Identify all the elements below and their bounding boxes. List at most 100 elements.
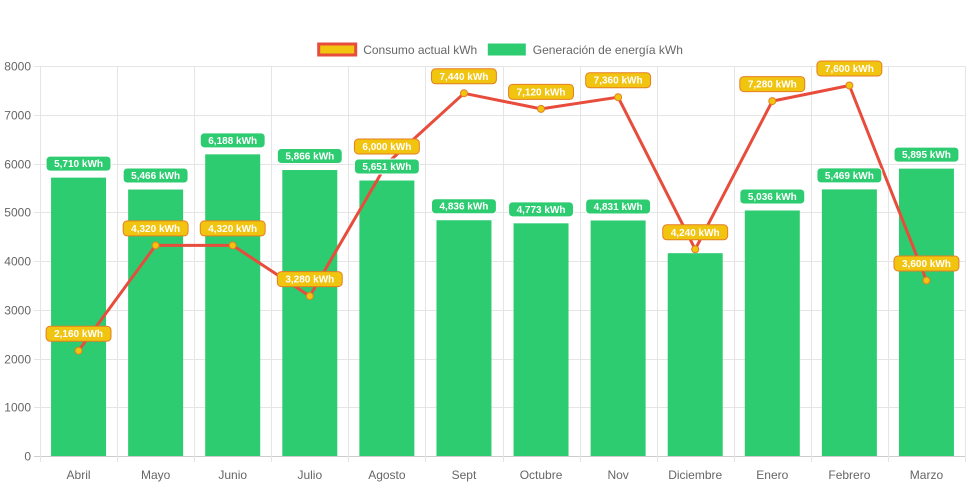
legend-label: Generación de energía kWh: [533, 43, 683, 57]
y-tick-label: 6000: [4, 158, 31, 172]
bar-label-enero-bg: [739, 188, 806, 205]
bar-label-junio: 6,188 kWh: [208, 136, 257, 147]
bar-agosto: [359, 180, 415, 457]
x-tick-label: Mayo: [141, 468, 171, 482]
x-tick-label: Agosto: [368, 468, 406, 482]
y-axis: 0 1000 2000 3000 4000 5000 6000 7000 8000: [4, 60, 31, 464]
line-label-junio: 4,320 kWh: [208, 224, 257, 235]
legend: Consumo actual kWh Generación de energía …: [317, 42, 683, 57]
legend-item-consumo-actual-kwh[interactable]: Consumo actual kWh: [317, 42, 478, 57]
y-tick-label: 2000: [4, 353, 31, 367]
bar-label-abril: 5,710 kWh: [54, 159, 103, 170]
consumo-line: [77, 84, 928, 352]
x-tick-label: Febrero: [828, 468, 870, 482]
bar-febrero: [821, 189, 877, 457]
bar-label-nov-bg: [585, 198, 652, 215]
legend-swatch: [317, 42, 358, 57]
line-point-abril: [74, 346, 83, 355]
bar-diciembre: [667, 253, 723, 456]
line-point-mayo: [151, 241, 160, 250]
bar-label-mayo: 5,466 kWh: [131, 171, 180, 182]
bar-label-sept-bg: [431, 198, 497, 215]
line-series: [74, 81, 931, 355]
line-point-diciembre: [691, 245, 700, 254]
line-label-diciembre-bg: [662, 224, 729, 241]
line-label-agosto: 6,000 kWh: [362, 142, 411, 153]
bar-abril: [51, 177, 107, 456]
bar-label-febrero: 5,469 kWh: [825, 171, 874, 182]
line-label-octubre: 7,120 kWh: [517, 87, 566, 98]
y-tick-label: 8000: [4, 60, 31, 74]
bar-label-abril-bg: [45, 155, 112, 172]
bar-label-marzo: 5,895 kWh: [902, 150, 951, 161]
x-tick-label: Sept: [452, 468, 477, 482]
bar-junio: [205, 154, 261, 456]
bar-series: [51, 154, 954, 457]
y-tick-label: 0: [24, 450, 31, 464]
line-label-enero: 7,280 kWh: [748, 80, 797, 91]
line-label-marzo: 3,600 kWh: [902, 259, 951, 270]
grid: [34, 66, 966, 462]
legend-label: Consumo actual kWh: [363, 43, 477, 57]
line-point-sept: [459, 89, 468, 98]
bar-nov: [590, 220, 646, 456]
line-point-enero: [768, 97, 777, 106]
bar-label-mayo-bg: [122, 167, 189, 184]
y-tick-label: 4000: [4, 255, 31, 269]
line-label-marzo-bg: [893, 255, 960, 272]
bar-label-octubre: 4,773 kWh: [517, 205, 566, 216]
bar-data-labels: 5,710 kWh 5,466 kWh 6,188 kWh 5,866 kWh 5,65…: [45, 132, 960, 218]
y-tick-label: 1000: [4, 401, 31, 415]
line-data-labels: 2,160 kWh 4,320 kWh 4,320 kWh 3,280 kWh 6,00…: [45, 60, 960, 342]
x-axis: Abril Mayo Junio Julio Agosto Sept Octubre Nov D…: [67, 468, 944, 482]
bar-label-octubre-bg: [508, 201, 574, 218]
line-label-abril-bg: [45, 325, 112, 342]
x-tick-label: Julio: [297, 468, 322, 482]
line-label-diciembre: 4,240 kWh: [671, 228, 720, 239]
line-point-octubre: [537, 104, 546, 113]
x-tick-label: Enero: [756, 468, 788, 482]
line-label-mayo-bg: [122, 220, 189, 237]
line-point-febrero: [845, 81, 854, 90]
legend-item-generacion-de-energia-kwh[interactable]: Generación de energía kWh: [487, 43, 683, 57]
bar-label-sept: 4,836 kWh: [439, 202, 488, 213]
bar-label-junio-bg: [199, 132, 266, 149]
y-tick-label: 3000: [4, 304, 31, 318]
y-tick-label: 5000: [4, 206, 31, 220]
x-tick-label: Octubre: [520, 468, 563, 482]
line-label-agosto-bg: [353, 138, 420, 155]
line-label-sept-bg: [431, 68, 497, 85]
line-label-febrero-bg: [816, 60, 883, 77]
y-tick-label: 7000: [4, 109, 31, 123]
line-point-marzo: [922, 276, 931, 285]
line-label-abril: 2,160 kWh: [54, 329, 103, 340]
line-label-nov: 7,360 kWh: [594, 76, 643, 87]
line-label-julio-bg: [276, 271, 343, 288]
line-label-nov-bg: [585, 72, 652, 89]
line-label-junio-bg: [199, 220, 266, 237]
line-label-febrero: 7,600 kWh: [825, 64, 874, 75]
bar-sept: [436, 220, 492, 456]
legend-swatch: [487, 43, 526, 56]
line-point-julio: [305, 292, 314, 301]
x-tick-label: Marzo: [910, 468, 944, 482]
bar-label-agosto: 5,651 kWh: [362, 162, 411, 173]
bar-label-agosto-bg: [353, 158, 420, 175]
bar-label-julio: 5,866 kWh: [285, 152, 334, 163]
line-label-julio: 3,280 kWh: [285, 275, 334, 286]
x-tick-label: Abril: [67, 468, 91, 482]
bar-octubre: [513, 223, 569, 456]
line-point-nov: [614, 93, 623, 102]
line-label-mayo: 4,320 kWh: [131, 224, 180, 235]
line-label-octubre-bg: [508, 83, 574, 100]
bar-label-febrero-bg: [816, 167, 883, 184]
bar-label-marzo-bg: [893, 146, 960, 163]
bar-label-julio-bg: [276, 148, 343, 165]
line-label-sept: 7,440 kWh: [439, 72, 488, 83]
line-point-junio: [228, 241, 237, 250]
x-tick-label: Nov: [607, 468, 628, 482]
x-tick-label: Junio: [218, 468, 247, 482]
x-tick-label: Diciembre: [668, 468, 722, 482]
